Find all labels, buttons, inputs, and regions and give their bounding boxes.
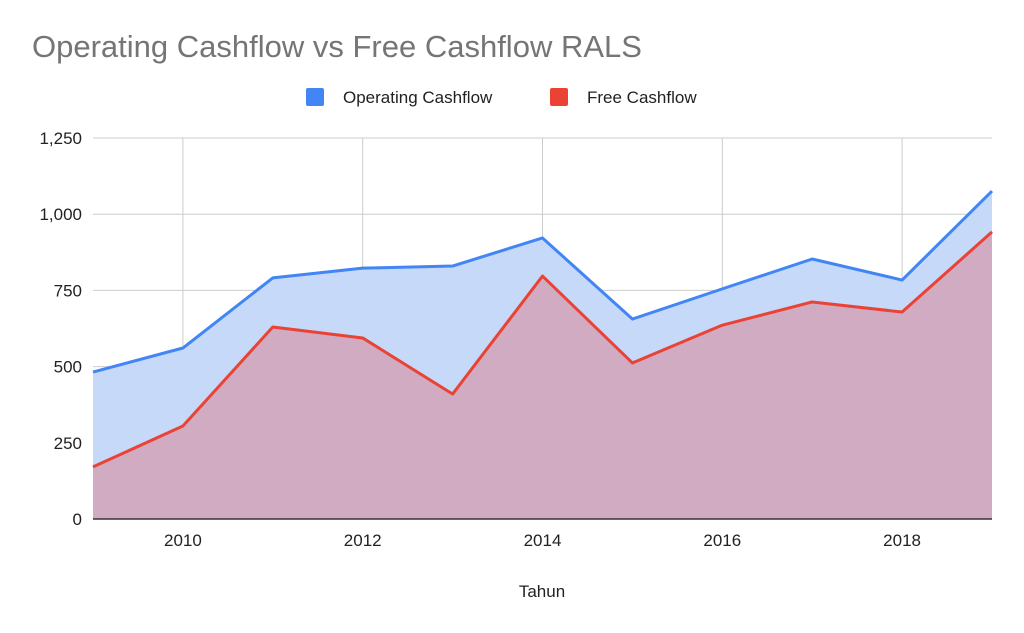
legend-label: Operating Cashflow: [343, 88, 493, 107]
x-tick-label: 2016: [703, 531, 741, 550]
legend-label: Free Cashflow: [587, 88, 697, 107]
y-tick-label: 1,000: [39, 205, 82, 224]
y-tick-label: 250: [54, 434, 82, 453]
lines: [92, 189, 994, 469]
y-tick-label: 500: [54, 358, 82, 377]
x-tick-label: 2012: [344, 531, 382, 550]
x-tick-label: 2010: [164, 531, 202, 550]
y-tick-label: 750: [54, 281, 82, 300]
x-axis-label: Tahun: [519, 582, 565, 601]
y-tick-label: 0: [73, 510, 82, 529]
legend-swatch: [306, 88, 324, 106]
area-1: [93, 231, 992, 519]
y-tick-label: 1,250: [39, 129, 82, 148]
x-tick-label: 2014: [524, 531, 562, 550]
legend: Operating Cashflow Free Cashflow: [306, 88, 697, 107]
axes: 0 250 500 750 1,000 1,250 2010 2012 2014 2016 2018: [39, 129, 992, 550]
legend-swatch: [550, 88, 568, 106]
x-tick-label: 2018: [883, 531, 921, 550]
areas: [93, 191, 992, 519]
chart-title: Operating Cashflow vs Free Cashflow RALS: [32, 29, 642, 64]
